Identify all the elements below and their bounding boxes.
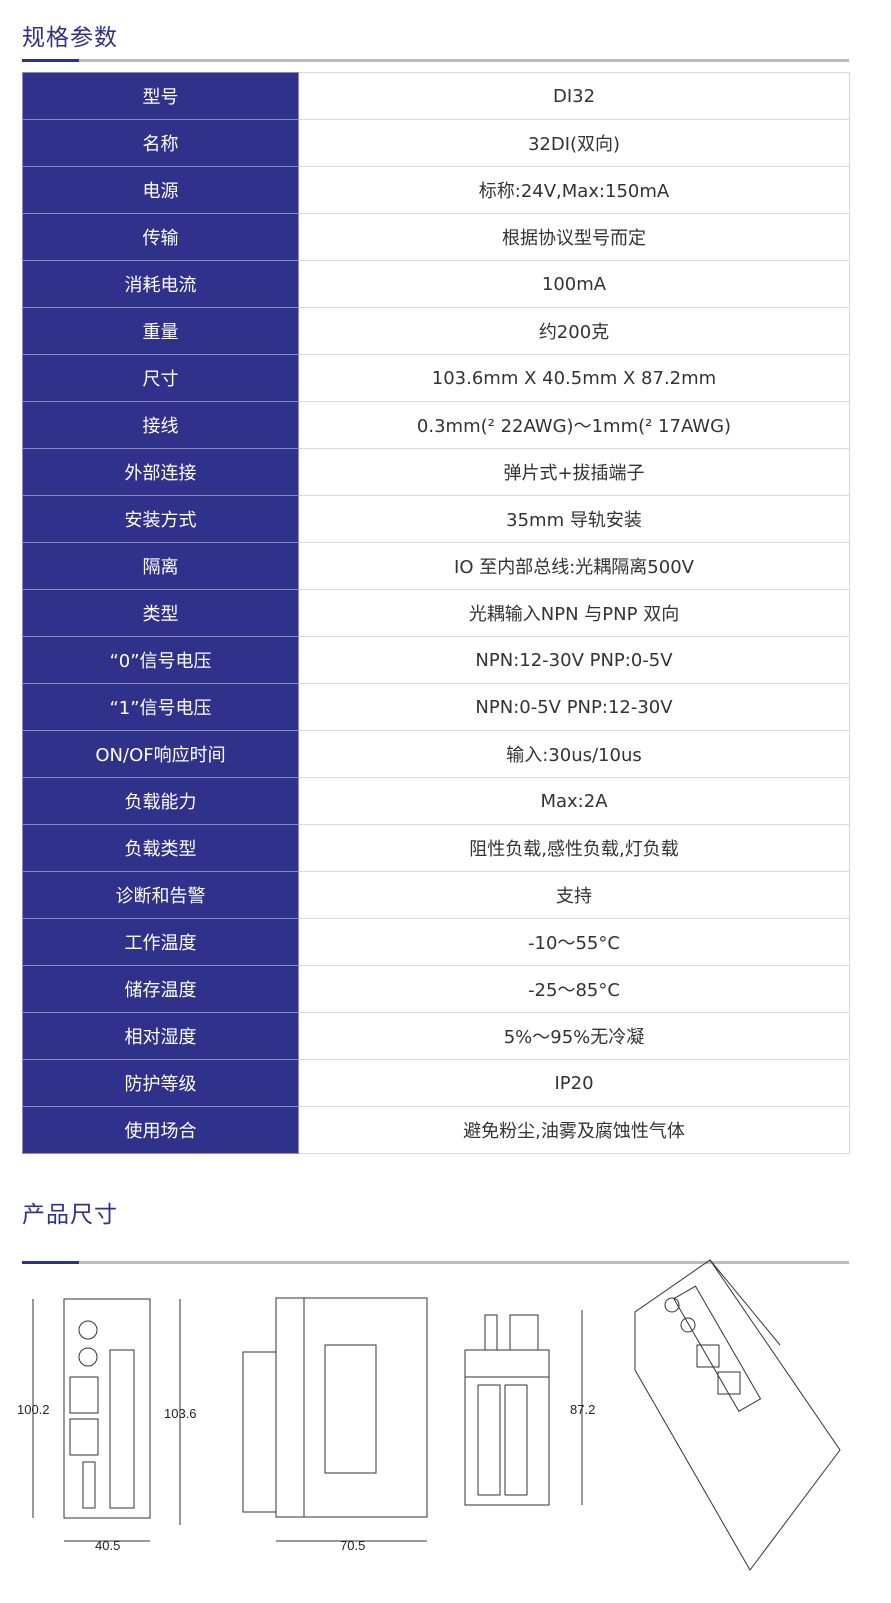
spec-label: “0”信号电压 — [22, 636, 299, 684]
side-width-label: 70.5 — [340, 1538, 365, 1553]
table-row: 相对湿度 5%～95%无冷凝 — [22, 1012, 850, 1060]
spec-value: IP20 — [298, 1059, 850, 1107]
table-row: “1”信号电压 NPN:0-5V PNP:12-30V — [22, 683, 850, 731]
dimension-drawings: 100.2 103.6 40.5 70.5 87.2 — [17, 1259, 841, 1571]
divider — [22, 59, 849, 62]
table-row: 安装方式 35mm 导轨安装 — [22, 495, 850, 543]
side-view-drawing — [242, 1297, 428, 1542]
spec-value: 32DI(双向) — [298, 119, 850, 167]
spec-label: 重量 — [22, 307, 299, 355]
spec-value: 0.3mm(² 22AWG)～1mm(² 17AWG) — [298, 401, 850, 449]
spec-value: 输入:30us/10us — [298, 730, 850, 778]
spec-value: DI32 — [298, 72, 850, 120]
spec-value: 根据协议型号而定 — [298, 213, 850, 261]
spec-label: 外部连接 — [22, 448, 299, 496]
front-width-label: 40.5 — [95, 1538, 120, 1553]
spec-value: -10～55°C — [298, 918, 850, 966]
top-view-drawing — [464, 1310, 583, 1506]
spec-label: 诊断和告警 — [22, 871, 299, 919]
spec-value: Max:2A — [298, 777, 850, 825]
spec-label: 安装方式 — [22, 495, 299, 543]
spec-label: 传输 — [22, 213, 299, 261]
spec-value: 103.6mm X 40.5mm X 87.2mm — [298, 354, 850, 402]
front-height-left-label: 100.2 — [17, 1402, 50, 1417]
dimension-section-title: 产品尺寸 — [22, 1202, 118, 1228]
table-row: 尺寸 103.6mm X 40.5mm X 87.2mm — [22, 354, 850, 402]
table-row: 诊断和告警 支持 — [22, 871, 850, 919]
spec-value: 约200克 — [298, 307, 850, 355]
spec-value: 弹片式+拔插端子 — [298, 448, 850, 496]
spec-label: 类型 — [22, 589, 299, 637]
table-row: 工作温度 -10～55°C — [22, 918, 850, 966]
spec-label: 储存温度 — [22, 965, 299, 1013]
isometric-view-drawing — [634, 1259, 841, 1571]
table-row: 消耗电流 100mA — [22, 260, 850, 308]
spec-value: 阻性负载,感性负载,灯负载 — [298, 824, 850, 872]
spec-value: 支持 — [298, 871, 850, 919]
divider — [22, 1261, 849, 1264]
table-row: 类型 光耦输入NPN 与PNP 双向 — [22, 589, 850, 637]
spec-label: “1”信号电压 — [22, 683, 299, 731]
spec-label: 负载类型 — [22, 824, 299, 872]
spec-label: 接线 — [22, 401, 299, 449]
front-height-right-label: 103.6 — [164, 1406, 197, 1421]
spec-label: 相对湿度 — [22, 1012, 299, 1060]
spec-value: -25～85°C — [298, 965, 850, 1013]
front-view-drawing — [32, 1298, 181, 1542]
top-depth-label: 87.2 — [570, 1402, 595, 1417]
table-row: 负载能力 Max:2A — [22, 777, 850, 825]
table-row: 隔离 IO 至内部总线:光耦隔离500V — [22, 542, 850, 590]
table-row: 储存温度 -25～85°C — [22, 965, 850, 1013]
spec-label: 名称 — [22, 119, 299, 167]
table-row: 接线 0.3mm(² 22AWG)～1mm(² 17AWG) — [22, 401, 850, 449]
spec-label: ON/OF响应时间 — [22, 730, 299, 778]
spec-label: 防护等级 — [22, 1059, 299, 1107]
spec-value: 35mm 导轨安装 — [298, 495, 850, 543]
spec-label: 工作温度 — [22, 918, 299, 966]
spec-label: 负载能力 — [22, 777, 299, 825]
spec-label: 电源 — [22, 166, 299, 214]
table-row: 传输 根据协议型号而定 — [22, 213, 850, 261]
spec-label: 使用场合 — [22, 1106, 299, 1154]
table-row: 负载类型 阻性负载,感性负载,灯负载 — [22, 824, 850, 872]
spec-value: 光耦输入NPN 与PNP 双向 — [298, 589, 850, 637]
table-row: 电源 标称:24V,Max:150mA — [22, 166, 850, 214]
table-row: 名称 32DI(双向) — [22, 119, 850, 167]
table-row: “0”信号电压 NPN:12-30V PNP:0-5V — [22, 636, 850, 684]
table-row: 外部连接 弹片式+拔插端子 — [22, 448, 850, 496]
table-row: ON/OF响应时间 输入:30us/10us — [22, 730, 850, 778]
spec-label: 消耗电流 — [22, 260, 299, 308]
table-row: 重量 约200克 — [22, 307, 850, 355]
spec-value: NPN:0-5V PNP:12-30V — [298, 683, 850, 731]
spec-table: 型号 DI32 名称 32DI(双向) 电源 标称:24V,Max:150mA 传输 根据协议… — [22, 72, 850, 1154]
spec-section-title: 规格参数 — [22, 25, 118, 51]
spec-value: IO 至内部总线:光耦隔离500V — [298, 542, 850, 590]
table-row: 型号 DI32 — [22, 72, 850, 120]
spec-value: 标称:24V,Max:150mA — [298, 166, 850, 214]
table-row: 防护等级 IP20 — [22, 1059, 850, 1107]
spec-value: 100mA — [298, 260, 850, 308]
spec-label: 型号 — [22, 72, 299, 120]
spec-value: 5%～95%无冷凝 — [298, 1012, 850, 1060]
spec-label: 尺寸 — [22, 354, 299, 402]
table-row: 使用场合 避免粉尘,油雾及腐蚀性气体 — [22, 1106, 850, 1154]
spec-value: NPN:12-30V PNP:0-5V — [298, 636, 850, 684]
spec-value: 避免粉尘,油雾及腐蚀性气体 — [298, 1106, 850, 1154]
spec-label: 隔离 — [22, 542, 299, 590]
